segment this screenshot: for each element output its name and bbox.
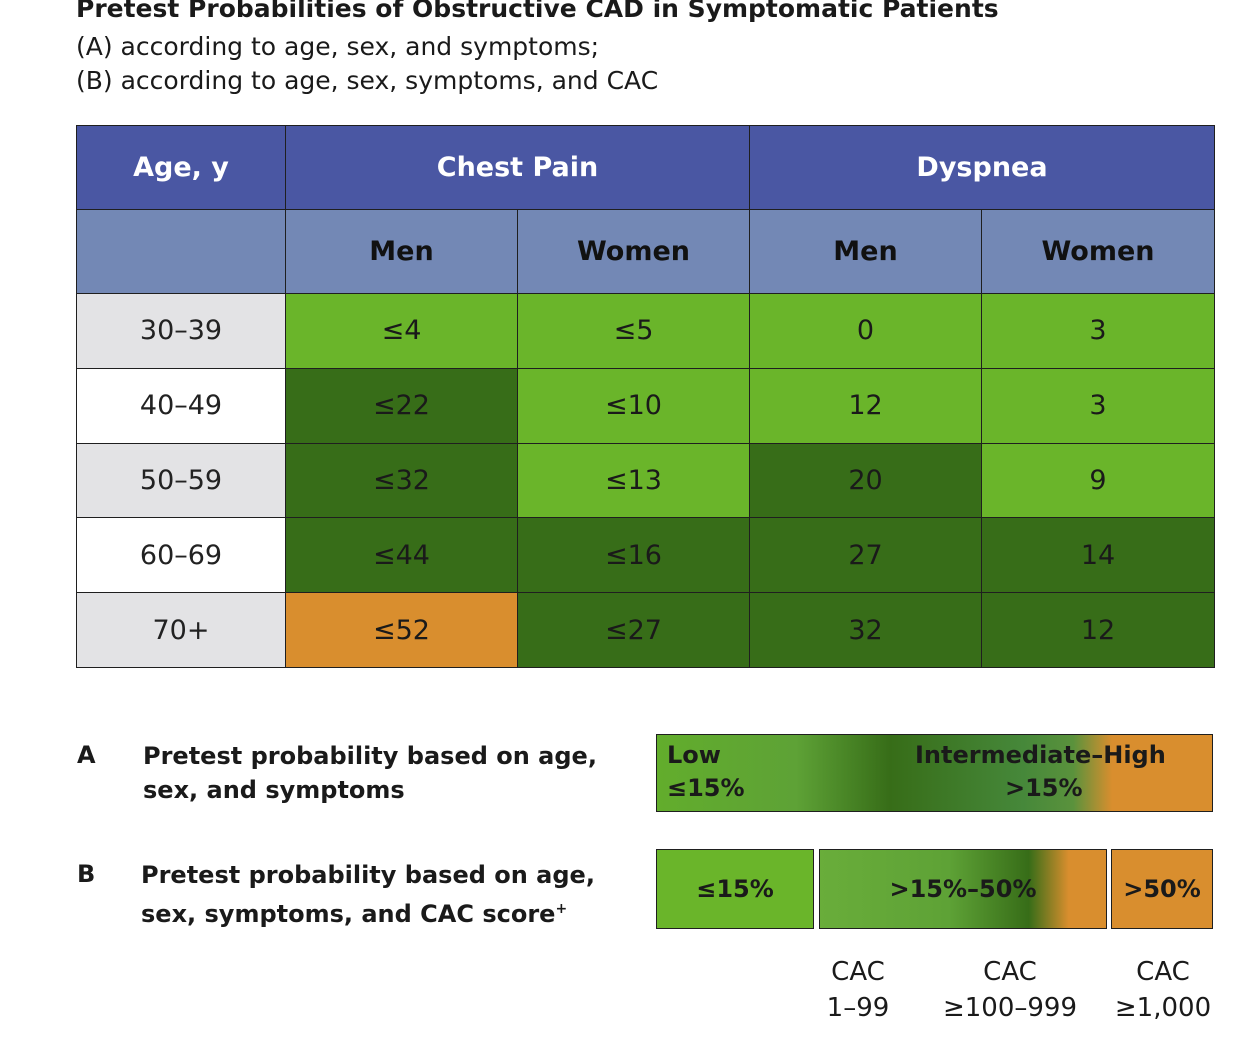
legend-b-letter: B	[77, 860, 96, 888]
value-cell-dyspnea-women: 3	[980, 292, 1216, 369]
legend-a-label: Pretest probability based on age, sex, a…	[143, 739, 597, 807]
legend-a-label-line1: Pretest probability based on age,	[143, 742, 597, 770]
legend-b-segment-high: >50%	[1111, 849, 1213, 929]
value-cell-chest-pain-women: ≤13	[517, 442, 750, 519]
age-cell: 40–49	[76, 367, 286, 444]
cac-label-1000: CAC ≥1,000	[1108, 954, 1218, 1026]
value-cell-dyspnea-men: 32	[749, 592, 982, 668]
table-row: 30–39 ≤4 ≤5 0 3	[76, 292, 1216, 369]
table-row: 40–49 ≤22 ≤10 12 3	[76, 367, 1216, 444]
header-blank	[76, 208, 286, 294]
header-age: Age, y	[76, 125, 286, 210]
legend-b-segment-low: ≤15%	[656, 849, 814, 929]
value-cell-chest-pain-men: ≤22	[285, 367, 518, 444]
cac-label-1-99: CAC 1–99	[806, 954, 910, 1026]
value-cell-dyspnea-men: 0	[749, 292, 982, 369]
value-cell-chest-pain-women: ≤16	[517, 517, 750, 594]
value-cell-chest-pain-men: ≤4	[285, 292, 518, 369]
legend-a-low-value: ≤15%	[667, 774, 745, 802]
table-row: 60–69 ≤44 ≤16 27 14	[76, 517, 1216, 594]
legend-a-low-label: Low	[667, 741, 721, 769]
legend-b-label-line1: Pretest probability based on age,	[141, 861, 595, 889]
header-chest-pain: Chest Pain	[285, 125, 750, 210]
legend-a-label-line2: sex, and symptoms	[143, 776, 405, 804]
legend-b-label: Pretest probability based on age, sex, s…	[141, 858, 595, 931]
value-cell-dyspnea-women: 3	[980, 367, 1216, 444]
cac-label-1-line2: 1–99	[826, 993, 890, 1023]
age-cell: 70+	[76, 592, 286, 668]
subtitle-line-a: (A) according to age, sex, and symptoms;	[76, 32, 600, 61]
age-cell: 60–69	[76, 517, 286, 594]
table-row: 70+ ≤52 ≤27 32 12	[76, 592, 1216, 668]
value-cell-chest-pain-men: ≤32	[285, 442, 518, 519]
probability-table: Age, y Chest Pain Dyspnea Men Women Men …	[76, 125, 1216, 668]
cac-label-1-line1: CAC	[831, 957, 885, 987]
cac-label-3-line2: ≥1,000	[1114, 993, 1212, 1023]
cac-label-100-999: CAC ≥100–999	[935, 954, 1085, 1026]
value-cell-chest-pain-women: ≤27	[517, 592, 750, 668]
legend-a-high-value: >15%	[1005, 774, 1083, 802]
legend-b-label-superscript: +	[555, 901, 568, 917]
legend-b-label-text: sex, symptoms, and CAC score	[141, 900, 556, 928]
header-chest-pain-women: Women	[517, 208, 750, 294]
header-dyspnea-women: Women	[980, 208, 1216, 294]
cac-label-3-line1: CAC	[1136, 957, 1190, 987]
header-row-groups: Age, y Chest Pain Dyspnea	[76, 125, 1216, 210]
legend-a-gradient-bar: Low ≤15% Intermediate–High >15%	[656, 734, 1213, 812]
legend-b-label-line2: sex, symptoms, and CAC score+	[141, 892, 595, 931]
age-cell: 30–39	[76, 292, 286, 369]
value-cell-chest-pain-women: ≤10	[517, 367, 750, 444]
legend-a-letter: A	[77, 741, 96, 769]
age-cell: 50–59	[76, 442, 286, 519]
header-dyspnea-men: Men	[749, 208, 982, 294]
legend-a-high-label: Intermediate–High	[915, 741, 1166, 769]
value-cell-dyspnea-men: 20	[749, 442, 982, 519]
header-row-sex: Men Women Men Women	[76, 208, 1216, 294]
header-chest-pain-men: Men	[285, 208, 518, 294]
table-row: 50–59 ≤32 ≤13 20 9	[76, 442, 1216, 519]
header-dyspnea: Dyspnea	[748, 125, 1216, 210]
value-cell-dyspnea-men: 12	[749, 367, 982, 444]
cac-label-2-line2: ≥100–999	[942, 993, 1078, 1023]
cac-label-2-line1: CAC	[983, 957, 1037, 987]
subtitle-line-b: (B) according to age, sex, symptoms, and…	[76, 66, 659, 95]
chart-title: Pretest Probabilities of Obstructive CAD…	[76, 0, 999, 23]
value-cell-dyspnea-women: 12	[980, 592, 1216, 668]
value-cell-dyspnea-women: 9	[980, 442, 1216, 519]
value-cell-chest-pain-men: ≤44	[285, 517, 518, 594]
value-cell-dyspnea-men: 27	[749, 517, 982, 594]
value-cell-dyspnea-women: 14	[980, 517, 1216, 594]
legend-b-segment-intermediate: >15%–50%	[819, 849, 1107, 929]
value-cell-chest-pain-men: ≤52	[285, 592, 518, 668]
value-cell-chest-pain-women: ≤5	[517, 292, 750, 369]
